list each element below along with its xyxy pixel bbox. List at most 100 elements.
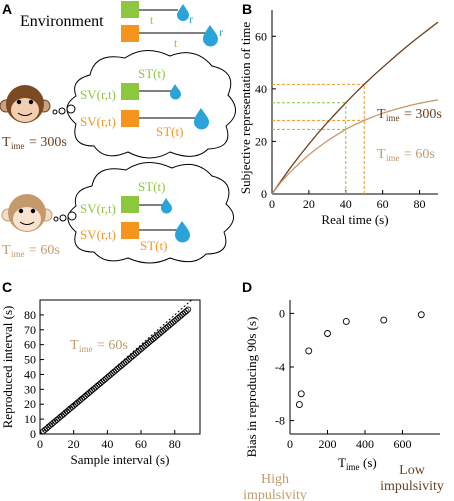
y-tick-label: -4 — [275, 360, 285, 374]
data-point — [154, 331, 161, 338]
x-tick-label: 80 — [414, 197, 426, 211]
env-green-t-label: t — [150, 13, 154, 27]
x-tick-label: 200 — [319, 437, 337, 451]
data-point — [417, 311, 425, 319]
series-label-sub: ime — [386, 153, 400, 163]
data-point — [153, 333, 160, 340]
y-tick-label: 0 — [279, 306, 285, 320]
data-point — [42, 426, 49, 433]
thought-bubble-dot — [67, 211, 77, 221]
data-point — [58, 412, 65, 419]
caption-low-line1: Low — [399, 463, 426, 478]
y-tick-label: 60 — [24, 338, 36, 352]
cloud-low-st-orange: ST(t) — [140, 238, 167, 253]
data-point — [117, 363, 124, 370]
x-tick-label: 20 — [303, 197, 315, 211]
data-point — [178, 312, 185, 319]
data-point — [176, 313, 183, 320]
annotation-value: = 60s — [97, 338, 128, 353]
data-point — [158, 329, 165, 336]
y-tick-label: 10 — [24, 412, 36, 426]
data-point — [53, 416, 60, 423]
cloud-high-sv-green: SV(r,t) — [80, 87, 116, 102]
cloud-low-sv-orange: SV(r,t) — [80, 227, 116, 242]
data-point — [114, 365, 121, 372]
data-point — [102, 375, 109, 382]
x-tick-label: 80 — [169, 437, 181, 451]
series-label-sub: ime — [386, 113, 400, 123]
svg-text:ime: ime — [11, 141, 25, 151]
x-axis-label-sub: ime — [346, 462, 360, 472]
data-point — [122, 358, 129, 365]
data-point — [342, 317, 350, 325]
data-point — [119, 361, 126, 368]
x-tick-label: 60 — [135, 437, 147, 451]
data-point — [131, 351, 138, 358]
x-tick-label: 0 — [269, 197, 275, 211]
y-tick-label: 20 — [255, 134, 267, 148]
data-point — [121, 360, 128, 367]
thought-bubble-dot — [58, 107, 66, 115]
data-point — [104, 374, 111, 381]
series-label-main: T — [377, 147, 386, 162]
annotation-sub: ime — [79, 344, 93, 354]
data-point — [295, 401, 303, 408]
data-point — [143, 341, 150, 348]
y-axis-label: Reproduced interval (s) — [0, 306, 15, 429]
monkey-low-label: T ime = 60s — [2, 243, 60, 259]
data-point — [80, 394, 87, 401]
panel-a-letter: A — [2, 1, 12, 17]
data-point — [144, 340, 151, 347]
data-point — [129, 353, 136, 360]
data-point — [161, 326, 168, 333]
data-point — [107, 371, 114, 378]
y-tick-label: 40 — [255, 82, 267, 96]
y-tick-label: -8 — [275, 414, 285, 428]
data-point — [175, 315, 182, 322]
caption-high-line1: High — [261, 472, 289, 487]
data-point — [97, 380, 104, 387]
svg-text:= 300s: = 300s — [29, 135, 67, 150]
data-point — [148, 337, 155, 344]
x-tick-label: 40 — [340, 197, 352, 211]
env-orange-t-label: t — [174, 36, 178, 50]
data-point — [183, 307, 190, 314]
env-small-reward-drop-icon — [177, 4, 189, 21]
data-point — [109, 370, 116, 377]
cloud-low-orange-square — [121, 222, 139, 239]
data-point — [95, 381, 102, 388]
y-tick-label: 60 — [255, 29, 267, 43]
data-point — [139, 344, 146, 351]
panel-c-letter: C — [2, 279, 12, 295]
environment-label: Environment — [20, 13, 104, 30]
data-point — [171, 317, 178, 324]
thought-bubble-dot — [52, 109, 58, 115]
cloud-high-st-green: ST(t) — [138, 66, 165, 81]
data-point — [124, 357, 131, 364]
data-point — [112, 367, 119, 374]
cloud-low-green-square — [121, 196, 139, 213]
cloud-low-st-green: ST(t) — [138, 179, 165, 194]
svg-text:T: T — [2, 243, 11, 258]
data-point — [57, 414, 64, 421]
svg-text:T: T — [2, 135, 11, 150]
data-point — [111, 368, 118, 375]
monkey-low-avatar — [1, 194, 53, 232]
data-point — [173, 316, 180, 323]
data-point — [159, 327, 166, 334]
caption-high-line2: impulsivity — [243, 488, 307, 501]
panel-a: A Environment t r t r ST(t) SV(r,t) SV(r… — [0, 1, 236, 264]
data-point — [127, 354, 134, 361]
data-point — [163, 324, 170, 331]
thought-bubble-dot — [59, 214, 67, 222]
svg-text:= 60s: = 60s — [29, 243, 60, 258]
x-tick-label: 600 — [394, 437, 412, 451]
cloud-low-sv-green: SV(r,t) — [80, 201, 116, 216]
data-point — [305, 347, 313, 355]
data-point — [136, 347, 143, 354]
data-point — [45, 423, 52, 430]
data-point — [55, 415, 62, 422]
monkey-high-avatar — [0, 85, 51, 123]
